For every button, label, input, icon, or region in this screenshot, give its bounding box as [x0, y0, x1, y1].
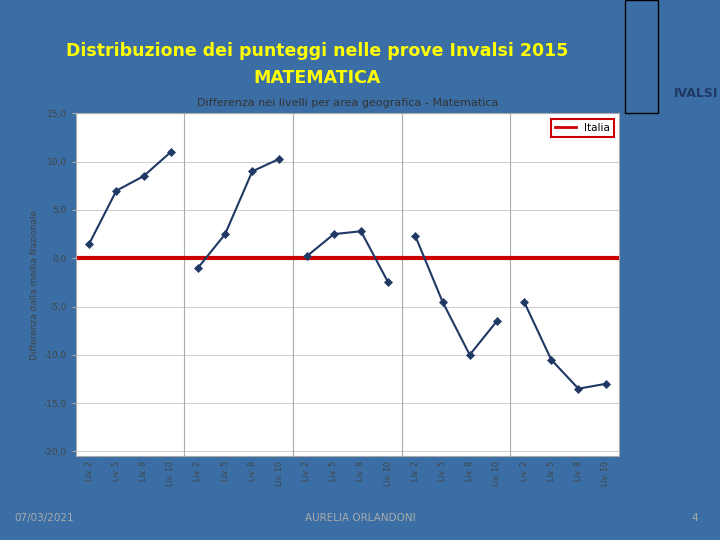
Text: IVALSI: IVALSI [674, 87, 719, 100]
Y-axis label: Differenza dalla media Nazionale: Differenza dalla media Nazionale [30, 210, 39, 360]
FancyBboxPatch shape [625, 0, 658, 113]
Text: MATEMATICA: MATEMATICA [253, 69, 380, 87]
Text: 4: 4 [692, 514, 698, 523]
Legend: Italia: Italia [551, 119, 614, 137]
Title: Differenza nei livelli per area geografica - Matematica: Differenza nei livelli per area geografi… [197, 98, 498, 109]
Text: Distribuzione dei punteggi nelle prove Invalsi 2015: Distribuzione dei punteggi nelle prove I… [66, 42, 568, 60]
Text: 07/03/2021: 07/03/2021 [14, 514, 74, 523]
Text: AURELIA ORLANDONI: AURELIA ORLANDONI [305, 514, 415, 523]
